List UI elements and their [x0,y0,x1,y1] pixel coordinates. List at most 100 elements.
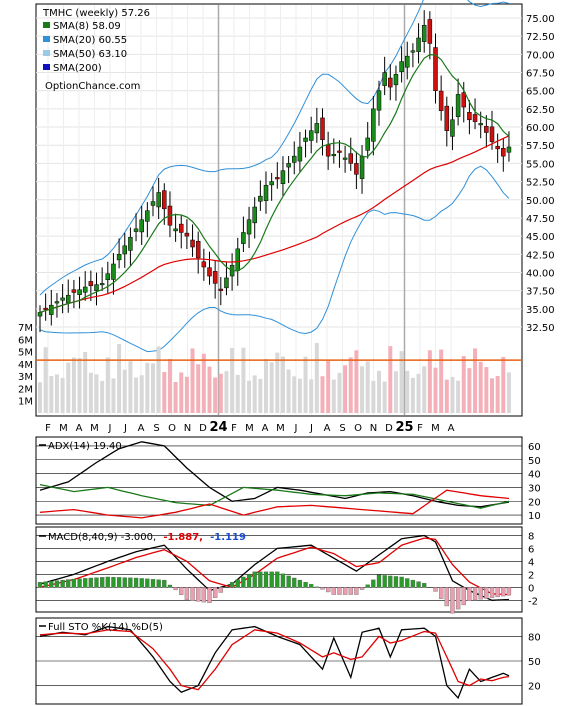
macd-tick-label: 4 [528,557,534,568]
volume-bar [66,362,71,413]
volume-bar [360,366,365,413]
macd-histogram-bar [371,579,376,588]
volume-bar [427,350,432,413]
macd-histogram-bar [495,587,500,598]
volume-bar [292,376,297,413]
adx-tick-label: 60 [528,442,541,453]
macd-histogram-bar [190,587,195,601]
volume-bar [235,374,240,413]
volume-bar [241,347,246,413]
macd-tick-label: 2 [528,570,534,581]
macd-histogram-bar [173,587,178,591]
price-tick-label: 75.00 [526,14,555,25]
price-tick-label: 42.50 [526,250,555,261]
candle-body [342,157,348,160]
macd-histogram-bar [280,573,286,588]
candle-body [269,181,274,186]
volume-bar [297,378,302,413]
macd-histogram-bar [286,575,291,588]
volume-bar [111,378,116,413]
candle-body [82,286,88,293]
candle-body [60,297,65,301]
price-tick-label: 32.50 [526,323,555,334]
candle-body [354,163,359,175]
volume-bar [388,346,393,413]
gridlines [36,5,522,686]
macd-histogram-bar [348,587,353,595]
macd-histogram-bar [444,587,449,607]
macd-histogram-bar [422,583,427,588]
candle-body [303,137,308,142]
macd-histogram-bar [461,587,466,606]
volume-bar [128,361,133,413]
candle-body [376,90,382,111]
volume-bar [230,348,235,413]
candle-body [337,150,342,153]
volume-bar [179,372,184,413]
watermark: OptionChance.com [45,81,140,92]
price-tick-label: 60.00 [526,123,555,134]
month-tick-label: 25 [395,420,413,435]
macd-histogram-bar [342,587,348,595]
candle-body [49,304,54,315]
volume-bar [151,363,155,413]
adx-series-line [39,483,510,509]
macd-histogram-bar [246,574,252,588]
candle-body [501,148,506,157]
adx-tick-label: 20 [528,497,541,508]
volume-bar [337,372,342,413]
candle-body [472,114,478,122]
macd-histogram-bar [405,578,410,588]
candle-body [484,126,489,133]
candle-body [399,61,404,73]
volume-bar [94,374,99,413]
macd-label-text: MACD(8,40,9) -3.000, -1.887, -1.119 [48,532,246,543]
candle-body [71,289,77,293]
macd-histogram-bar [139,578,144,588]
macd-tick-label: 8 [528,531,534,542]
macd-histogram-bar [489,587,495,598]
macd-histogram-bar [88,577,93,588]
volume-bar [156,346,161,413]
month-tick-label: S [153,423,159,434]
macd-histogram-bar [337,587,342,595]
macd-histogram-bar [184,587,190,600]
volume-bar [405,370,410,413]
volume-bar [145,362,150,413]
macd-histogram-bar [472,587,478,601]
candle-body [467,112,472,121]
price-tick-label: 65.00 [526,87,555,98]
month-tick-label: D [199,423,207,434]
candle-body [359,155,365,179]
volume-bar [320,376,325,413]
volume-bar [410,377,415,413]
volume-bar [377,370,381,413]
volume-bar [258,378,263,413]
macd-histogram-bar [450,587,455,614]
month-tick-label: 24 [209,420,227,435]
month-tick-label: J [294,423,298,434]
volume-bar [478,361,483,413]
macd-histogram-bar [60,579,65,588]
stoch-series-line [39,629,510,691]
legend-sma50: SMA(50) 63.10 [53,49,127,60]
volume-bar [343,365,348,413]
bollinger-upper [39,0,510,296]
candle-body [190,239,195,248]
price-tick-label: 40.00 [526,268,555,279]
candle-body [99,283,105,286]
price-tick-label: 50.00 [526,196,555,207]
macd-tick-label: -2 [528,596,538,607]
legend-swatch-sma200 [43,64,50,70]
macd-histogram-bar [133,577,139,588]
month-tick-label: A [76,423,83,434]
price-tick-label: 37.50 [526,287,555,298]
month-tick-label: A [324,423,331,434]
volume-bar [162,371,167,413]
stoch-label-text: Full STO %K(14) %D(5) [48,622,163,633]
candle-body [150,201,156,206]
month-tick-label: A [138,423,145,434]
macd-histogram-bar [167,584,173,588]
candle-body [331,154,337,157]
